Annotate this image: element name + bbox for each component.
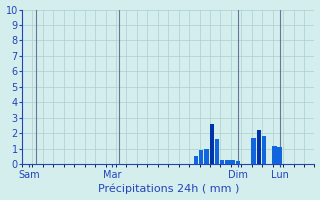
Bar (251, 138, 256, 164)
Bar (257, 130, 261, 164)
Bar (236, 161, 240, 164)
Bar (225, 160, 229, 164)
Bar (272, 146, 276, 164)
Bar (230, 160, 235, 164)
Bar (194, 156, 198, 164)
Bar (262, 136, 266, 164)
X-axis label: Précipitations 24h ( mm ): Précipitations 24h ( mm ) (98, 184, 239, 194)
Bar (215, 139, 219, 164)
Bar (277, 147, 282, 164)
Bar (210, 124, 214, 164)
Bar (220, 160, 224, 164)
Bar (204, 149, 209, 164)
Bar (199, 150, 204, 164)
